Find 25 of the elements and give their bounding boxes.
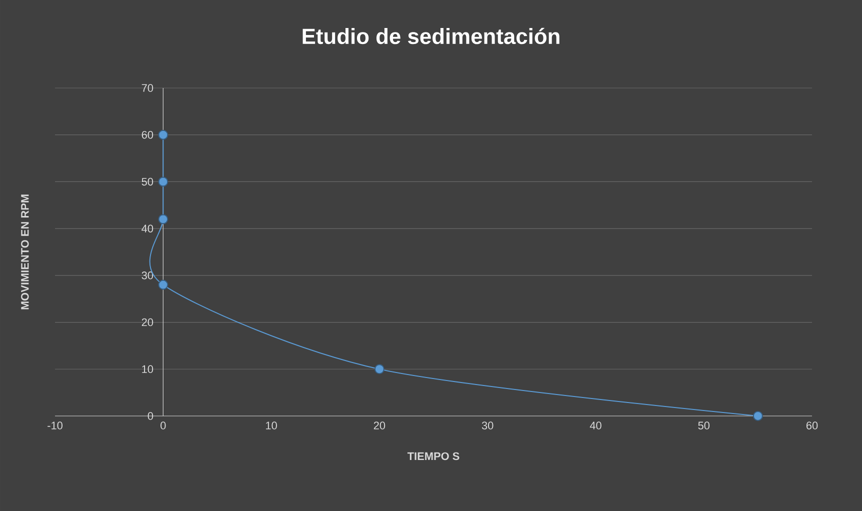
x-tick-label: 60 (806, 422, 818, 430)
y-axis-title: MOVIMIENTO EN RPM (21, 194, 29, 310)
x-tick-label: -10 (48, 422, 62, 430)
y-tick-label: 50 (142, 178, 154, 186)
point (158, 214, 168, 224)
chart-title: Etudio de sedimentación (302, 28, 560, 44)
x-tick-label: 40 (590, 422, 602, 430)
point (374, 364, 384, 374)
y-tick-label: 30 (142, 272, 154, 280)
point (158, 130, 168, 140)
x-tick-label: 20 (374, 422, 386, 430)
y-tick-label: 0 (148, 412, 154, 420)
x-axis-title: TIEMPO S (407, 452, 460, 460)
y-tick-label: 40 (142, 224, 154, 232)
x-tick-label: 0 (160, 422, 166, 430)
y-tick-label: 20 (142, 318, 154, 326)
point (752, 411, 763, 421)
y-tick-label: 60 (142, 130, 154, 139)
point (158, 280, 168, 290)
y-tick-label: 70 (142, 84, 154, 92)
x-tick-label: 30 (482, 422, 494, 430)
point (158, 176, 168, 187)
x-tick-label: 50 (698, 422, 710, 430)
x-tick-label: 10 (266, 422, 277, 430)
y-tick-label: 10 (142, 365, 154, 374)
